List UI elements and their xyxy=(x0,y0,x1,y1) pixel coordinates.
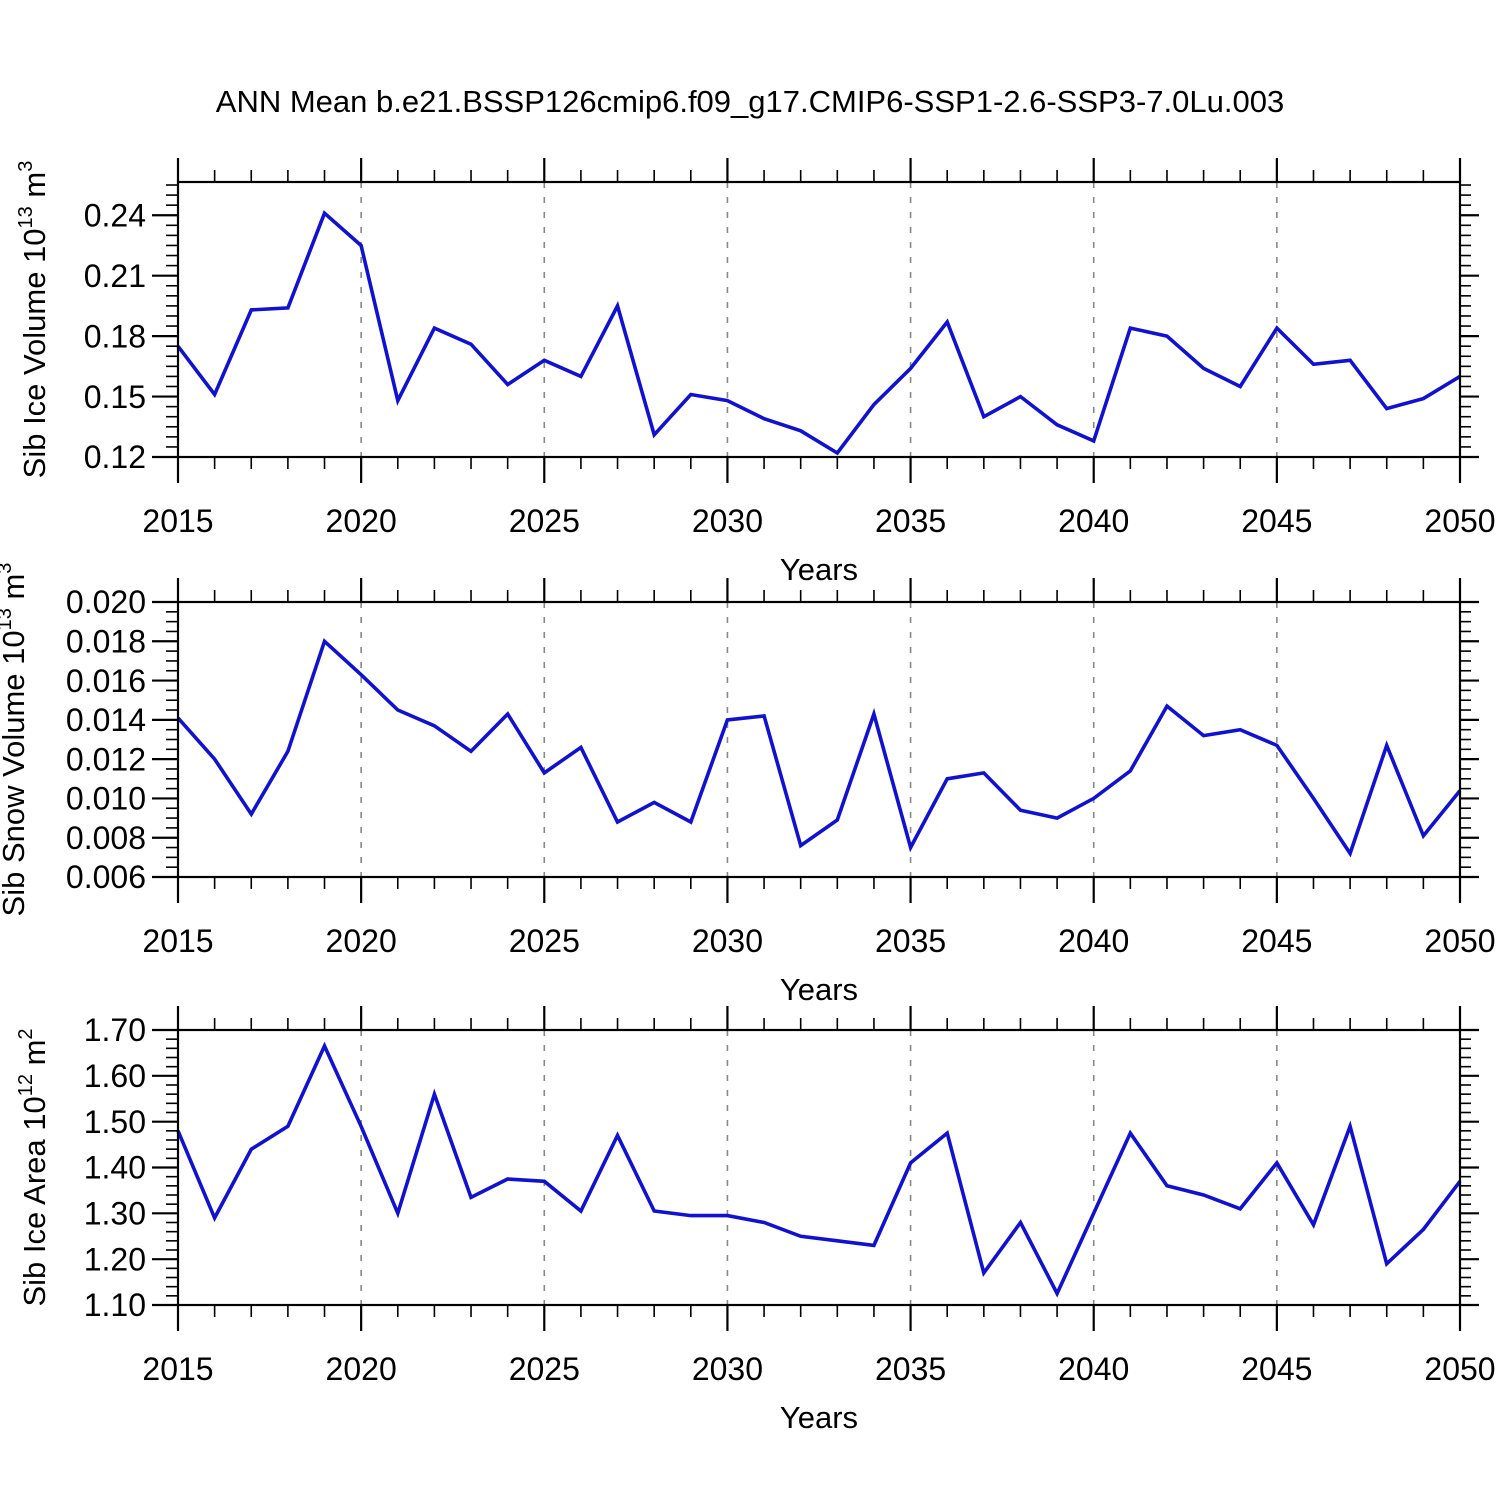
panel3-ytick-label: 1.60 xyxy=(84,1058,146,1094)
panel3-xtick-label: 2050 xyxy=(1424,1351,1495,1387)
panel2-xtick-label: 2025 xyxy=(509,923,580,959)
panel2-xtick-label: 2035 xyxy=(875,923,946,959)
panel2-ytick-label: 0.010 xyxy=(66,781,146,817)
panel2-series-line xyxy=(176,638,1462,858)
panel3-ytick-label: 1.50 xyxy=(84,1104,146,1140)
panel2-frame xyxy=(176,600,1462,879)
panel3-xtick-label: 2035 xyxy=(875,1351,946,1387)
panel2-xtick-label: 2045 xyxy=(1241,923,1312,959)
panel1-ytick-label: 0.24 xyxy=(84,197,146,233)
panel1-ytick-label: 0.15 xyxy=(84,379,146,415)
panel1-series-line xyxy=(176,210,1461,456)
panel2-xaxis-title: Years xyxy=(780,972,858,1007)
panel1-ytick-label: 0.21 xyxy=(84,258,146,294)
panel3-ytick-label: 1.10 xyxy=(84,1287,146,1323)
panel3-xtick-label: 2045 xyxy=(1241,1351,1312,1387)
panel3-series-line xyxy=(176,1041,1462,1298)
panel3-ytick-label: 1.20 xyxy=(84,1241,146,1277)
panel2-ytick-label: 0.012 xyxy=(66,741,146,777)
panel1-xtick-label: 2030 xyxy=(692,503,763,539)
panel2-xtick-label: 2015 xyxy=(142,923,213,959)
panel2-ytick-label: 0.018 xyxy=(66,623,146,659)
panel3-ytick-label: 1.70 xyxy=(84,1012,146,1048)
panel2-ytick-label: 0.006 xyxy=(66,859,146,895)
panel3-xaxis-title: Years xyxy=(780,1400,858,1435)
panel1-yaxis-title: Sib Ice Volume 1013 m3 xyxy=(15,161,52,479)
panel1-xtick-label: 2040 xyxy=(1058,503,1129,539)
panel2-xtick-label: 2030 xyxy=(692,923,763,959)
panel3-ytick-label: 1.40 xyxy=(84,1150,146,1186)
panel2-ytick-label: 0.008 xyxy=(66,820,146,856)
panel1-xtick-label: 2045 xyxy=(1241,503,1312,539)
panel2-xtick-label: 2020 xyxy=(326,923,397,959)
panel1-xtick-label: 2025 xyxy=(509,503,580,539)
panel2-ytick-label: 0.016 xyxy=(66,663,146,699)
panel1-frame xyxy=(176,180,1462,459)
panel3-xtick-label: 2025 xyxy=(509,1351,580,1387)
panel2-yaxis-title: Sib Snow Volume 1013 m3 xyxy=(0,563,31,917)
panel1-xtick-label: 2035 xyxy=(875,503,946,539)
panel2-ytick-label: 0.014 xyxy=(66,702,146,738)
panel1-xaxis-title: Years xyxy=(780,552,858,587)
panel3-xtick-label: 2020 xyxy=(326,1351,397,1387)
panel1-ytick-label: 0.12 xyxy=(84,439,146,475)
chart-title: ANN Mean b.e21.BSSP126cmip6.f09_g17.CMIP… xyxy=(215,84,1285,119)
panel3-frame xyxy=(176,1028,1462,1307)
panel3-xtick-label: 2040 xyxy=(1058,1351,1129,1387)
panel1-xtick-label: 2015 xyxy=(142,503,213,539)
panel2-xtick-label: 2040 xyxy=(1058,923,1129,959)
panel3-xtick-label: 2015 xyxy=(142,1351,213,1387)
panel3-ytick-label: 1.30 xyxy=(84,1196,146,1232)
panel1-xtick-label: 2020 xyxy=(326,503,397,539)
panel3-xtick-label: 2030 xyxy=(692,1351,763,1387)
panel1-ytick-label: 0.18 xyxy=(84,318,146,354)
panel3-yaxis-title: Sib Ice Area 1012 m2 xyxy=(15,1028,52,1306)
panel2-ytick-label: 0.020 xyxy=(66,584,146,620)
panel2-xtick-label: 2050 xyxy=(1424,923,1495,959)
panel1-xtick-label: 2050 xyxy=(1424,503,1495,539)
